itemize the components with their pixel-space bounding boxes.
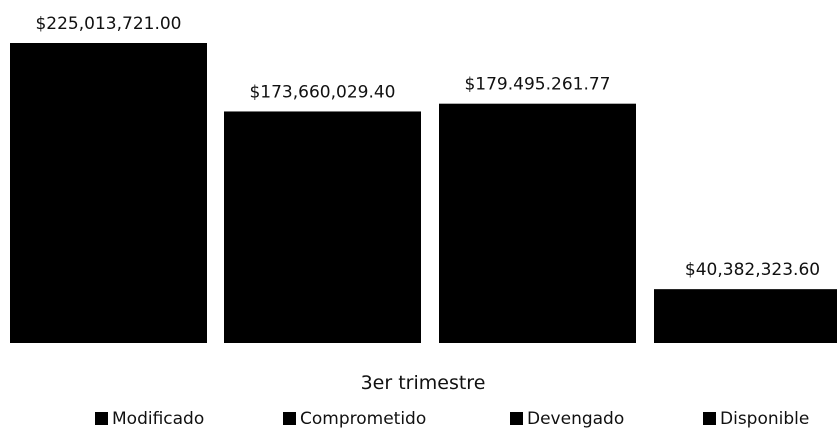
bar-modificado xyxy=(10,43,207,343)
data-label-disponible: $40,382,323.60 xyxy=(685,260,820,280)
legend-label-devengado: Devengado xyxy=(527,409,624,429)
data-label-devengado: $179.495.261.77 xyxy=(464,75,610,95)
legend-label-comprometido: Comprometido xyxy=(300,409,426,429)
data-labels-group: $225,013,721.00 $173,660,029.40 $179.495.2… xyxy=(35,14,820,280)
legend-swatch-disponible xyxy=(703,412,716,425)
legend-item-modificado: Modificado xyxy=(95,409,204,429)
legend-label-disponible: Disponible xyxy=(720,409,809,429)
category-label-3er-trimestre: 3er trimestre xyxy=(361,372,486,394)
legend-swatch-devengado xyxy=(510,412,523,425)
legend: Modificado Comprometido Devengado Disponibl… xyxy=(95,409,809,429)
bars-group xyxy=(10,43,837,344)
bar-comprometido xyxy=(224,111,421,344)
legend-item-devengado: Devengado xyxy=(510,409,624,429)
legend-swatch-comprometido xyxy=(283,412,296,425)
data-label-modificado: $225,013,721.00 xyxy=(35,14,181,34)
bar-disponible xyxy=(654,289,837,343)
bar-devengado xyxy=(439,103,636,343)
legend-label-modificado: Modificado xyxy=(112,409,204,429)
legend-swatch-modificado xyxy=(95,412,108,425)
legend-item-disponible: Disponible xyxy=(703,409,809,429)
legend-item-comprometido: Comprometido xyxy=(283,409,426,429)
data-label-comprometido: $173,660,029.40 xyxy=(249,82,395,102)
